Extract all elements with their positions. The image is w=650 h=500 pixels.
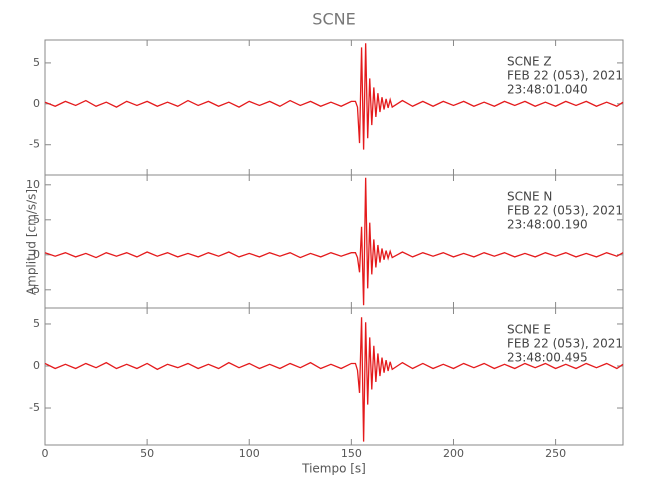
- y-tick-label: 0: [33, 248, 40, 261]
- annotation: FEB 22 (053), 2021: [507, 69, 623, 83]
- x-tick-label: 100: [239, 447, 260, 460]
- annotation: SCNE Z: [507, 55, 552, 69]
- y-tick-label: -5: [29, 401, 40, 414]
- waveform: [44, 317, 624, 442]
- annotation: 23:48:00.190: [507, 218, 588, 232]
- y-axis-label: Amplitud [cm/s/s]: [25, 189, 39, 295]
- panel-frame: [44, 307, 624, 446]
- annotation: SCNE E: [507, 323, 551, 337]
- x-tick-label: 0: [42, 447, 49, 460]
- waveform: [44, 43, 624, 150]
- y-tick-label: 0: [33, 359, 40, 372]
- waveform: [44, 177, 624, 306]
- y-tick-label: 0: [33, 97, 40, 110]
- annotation: 23:48:00.495: [507, 351, 588, 365]
- x-axis-label: Tiempo [s]: [301, 462, 366, 476]
- annotation: FEB 22 (053), 2021: [507, 337, 623, 351]
- y-tick-label: -5: [29, 283, 40, 296]
- x-tick-label: 50: [140, 447, 154, 460]
- y-tick-label: 5: [33, 213, 40, 226]
- chart-title: SCNE: [312, 10, 355, 29]
- y-tick-label: 10: [26, 178, 40, 191]
- x-tick-label: 150: [341, 447, 362, 460]
- y-tick-label: -5: [29, 138, 40, 151]
- annotation: SCNE N: [507, 190, 552, 204]
- x-tick-label: 200: [443, 447, 464, 460]
- annotation: 23:48:01.040: [507, 83, 588, 97]
- annotation: FEB 22 (053), 2021: [507, 204, 623, 218]
- y-tick-label: 5: [33, 317, 40, 330]
- x-tick-label: 250: [545, 447, 566, 460]
- y-tick-label: 5: [33, 56, 40, 69]
